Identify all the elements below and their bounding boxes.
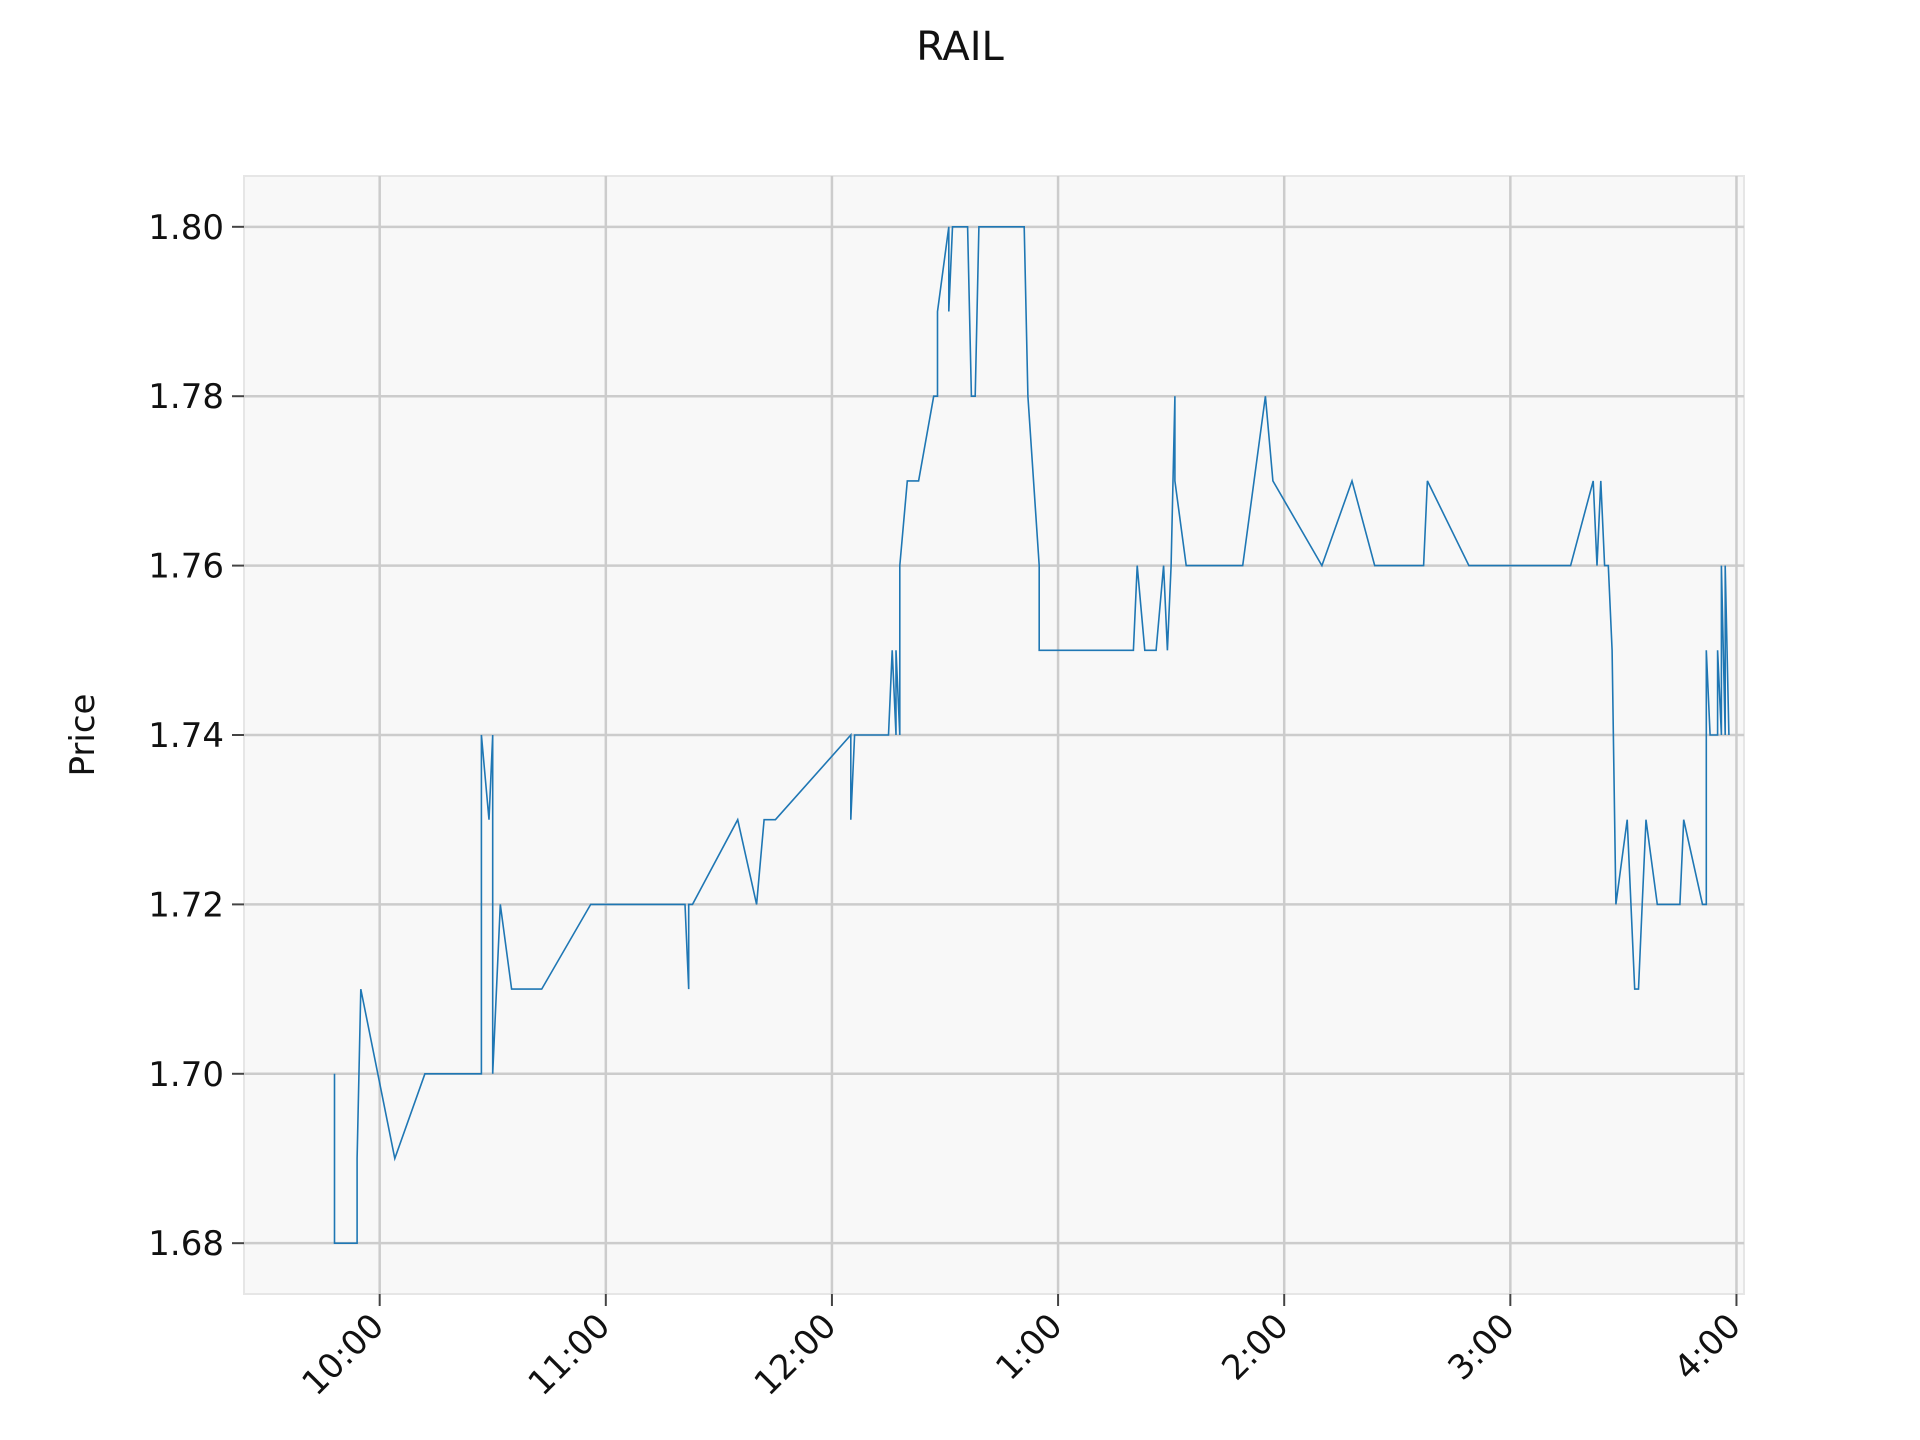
y-tick-label: 1.78 [148, 377, 224, 417]
y-tick-label: 1.80 [148, 208, 224, 248]
x-tick-label: 10:00 [294, 1306, 392, 1404]
y-tick-label: 1.74 [148, 716, 224, 756]
y-axis-label: Price [63, 694, 103, 777]
x-tick-label: 11:00 [521, 1306, 619, 1404]
axes [232, 225, 1738, 1306]
y-tick-label: 1.68 [148, 1224, 224, 1264]
x-tick-label: 2:00 [1214, 1306, 1296, 1388]
y-tick-label: 1.70 [148, 1055, 224, 1095]
x-tick-label: 12:00 [747, 1306, 845, 1404]
x-tick-label: 3:00 [1440, 1306, 1522, 1388]
x-tick-label: 4:00 [1667, 1306, 1749, 1388]
x-tick-label: 1:00 [988, 1306, 1070, 1388]
chart-title: RAIL [916, 24, 1004, 70]
series-layer [333, 226, 1730, 1244]
y-tick-label: 1.72 [148, 885, 224, 925]
y-tick-label: 1.76 [148, 547, 224, 587]
price-series-line [333, 226, 1730, 1244]
